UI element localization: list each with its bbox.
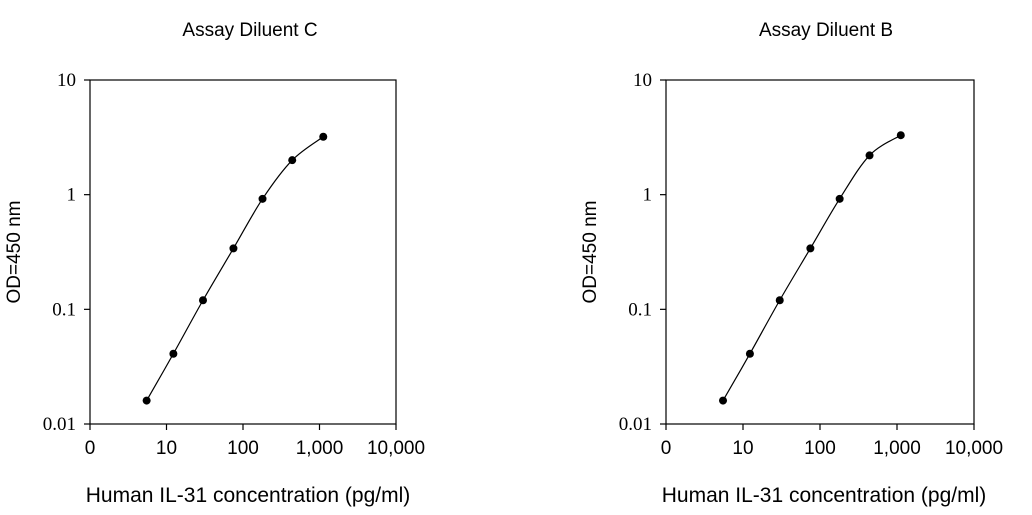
x-tick-label: 10 (156, 438, 177, 459)
y-axis-ticks: 0.01 0.1 1 10 (619, 70, 666, 435)
data-point (746, 350, 754, 358)
x-axis-label: Human IL-31 concentration (pg/ml) (86, 484, 411, 507)
data-point (199, 296, 207, 304)
data-points (719, 131, 905, 404)
x-tick-label: 0 (661, 438, 672, 459)
data-point (229, 244, 237, 252)
data-point (319, 133, 327, 141)
data-point (776, 296, 784, 304)
data-point (866, 151, 874, 159)
chart-assay-diluent-b: Assay Diluent B OD=450 nm Human IL-31 co… (580, 20, 1003, 507)
x-axis-ticks: 0 10 100 1,000 10,000 (85, 424, 425, 459)
y-tick-label: 0.01 (619, 414, 652, 435)
x-tick-label: 10,000 (945, 438, 1003, 459)
y-tick-label: 0.01 (43, 414, 76, 435)
y-tick-label: 0.1 (52, 299, 76, 320)
data-points (143, 133, 328, 405)
x-axis-ticks: 0 10 100 1,000 10,000 (661, 424, 1003, 459)
y-tick-label: 10 (633, 70, 652, 91)
x-axis-label: Human IL-31 concentration (pg/ml) (662, 484, 987, 507)
series-line (723, 135, 901, 400)
y-tick-label: 1 (643, 185, 653, 206)
x-tick-label: 100 (804, 438, 836, 459)
plot-frame (666, 80, 974, 424)
data-point (719, 397, 727, 405)
series-line (147, 137, 324, 401)
data-point (169, 350, 177, 358)
y-tick-label: 0.1 (628, 299, 652, 320)
y-axis-ticks: 0.01 0.1 1 10 (43, 70, 90, 435)
x-tick-label: 10 (732, 438, 753, 459)
data-point (836, 195, 844, 203)
x-tick-label: 1,000 (296, 438, 344, 459)
y-axis-label: OD=450 nm (4, 201, 25, 304)
data-point (806, 244, 814, 252)
x-tick-label: 1,000 (873, 438, 921, 459)
y-axis-label: OD=450 nm (580, 201, 601, 304)
chart-title: Assay Diluent B (759, 20, 893, 41)
data-point (897, 131, 905, 139)
chart-title: Assay Diluent C (182, 20, 317, 41)
y-tick-label: 10 (57, 70, 76, 91)
data-point (288, 156, 296, 164)
x-tick-label: 100 (227, 438, 259, 459)
y-tick-label: 1 (67, 185, 77, 206)
data-point (143, 397, 151, 405)
x-tick-label: 0 (85, 438, 96, 459)
data-point (259, 195, 267, 203)
plot-frame (90, 80, 396, 424)
x-tick-label: 10,000 (367, 438, 425, 459)
chart-assay-diluent-c: Assay Diluent C OD=450 nm Human IL-31 co… (4, 20, 425, 507)
